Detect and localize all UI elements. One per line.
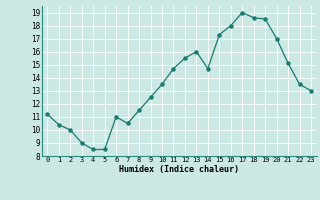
X-axis label: Humidex (Indice chaleur): Humidex (Indice chaleur) <box>119 165 239 174</box>
